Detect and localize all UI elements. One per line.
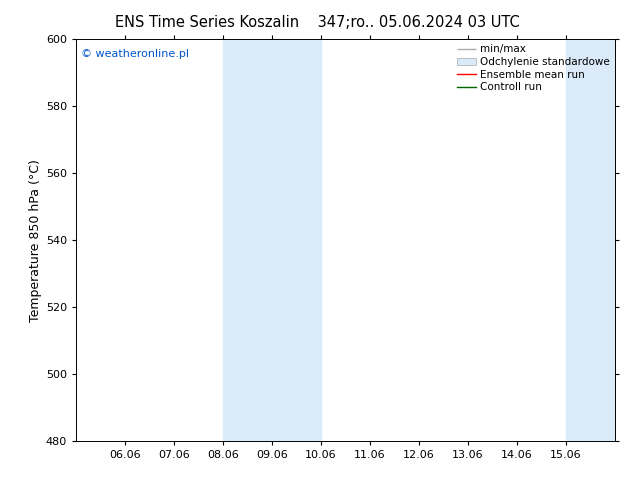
- Bar: [566, 39, 615, 441]
- Text: © weatheronline.pl: © weatheronline.pl: [81, 49, 190, 59]
- Y-axis label: Temperature 850 hPa (°C): Temperature 850 hPa (°C): [29, 159, 42, 321]
- Text: ENS Time Series Koszalin    347;ro.. 05.06.2024 03 UTC: ENS Time Series Koszalin 347;ro.. 05.06.…: [115, 15, 519, 30]
- Legend: min/max, Odchylenie standardowe, Ensemble mean run, Controll run: min/max, Odchylenie standardowe, Ensembl…: [455, 42, 612, 94]
- Bar: [223, 39, 321, 441]
